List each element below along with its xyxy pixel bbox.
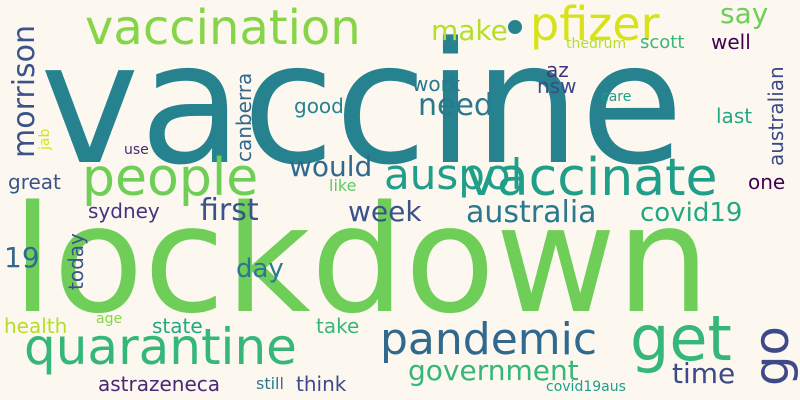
word-first: first bbox=[200, 193, 259, 228]
word-one: one bbox=[748, 170, 786, 194]
word-need: need bbox=[418, 88, 493, 123]
word-scott: scott bbox=[640, 32, 685, 53]
word-health: health bbox=[4, 314, 68, 338]
word-go: auspol bbox=[384, 150, 523, 199]
word-jab: jab bbox=[37, 128, 53, 150]
word-care: care bbox=[601, 89, 632, 105]
word-age: age bbox=[96, 311, 123, 327]
word-would: would bbox=[289, 150, 373, 183]
word-pandemic: pandemic bbox=[380, 314, 598, 365]
word-government: government bbox=[408, 354, 579, 387]
word-week: week bbox=[348, 195, 422, 228]
word-vaccination: vaccination bbox=[85, 0, 361, 56]
word-morrison: morrison bbox=[7, 24, 42, 158]
word-sydney: sydney bbox=[88, 199, 160, 223]
word-vaccine: vaccine bbox=[40, 6, 684, 202]
word-canberra: canberra bbox=[232, 72, 256, 162]
dot-mark bbox=[508, 20, 522, 34]
word-today: today bbox=[64, 233, 88, 290]
word-work: work bbox=[412, 72, 461, 96]
word-think: think bbox=[296, 372, 347, 396]
word-auspol: go bbox=[744, 326, 800, 386]
word-pfizer: pfizer bbox=[530, 0, 660, 51]
word-nsw: nsw bbox=[537, 74, 577, 98]
word-say: say bbox=[720, 0, 769, 30]
word-19: 19 bbox=[4, 241, 40, 274]
word-australian: australian bbox=[764, 66, 788, 166]
word-australia: australia bbox=[466, 195, 597, 230]
word-people: people bbox=[82, 148, 259, 208]
word-covid19aus: covid19aus bbox=[546, 379, 626, 395]
word-use: use bbox=[124, 142, 149, 158]
word-covid19: covid19 bbox=[640, 198, 743, 228]
word-time: time bbox=[672, 357, 736, 390]
word-thedrum: thedrum bbox=[566, 36, 627, 52]
word-quarantine: quarantine bbox=[24, 318, 297, 376]
word-like: like bbox=[329, 176, 357, 195]
word-make: make bbox=[431, 14, 508, 47]
word-astrazeneca: astrazeneca bbox=[98, 372, 221, 396]
word-get: get bbox=[630, 302, 732, 375]
word-good: good bbox=[294, 94, 344, 118]
word-last: last bbox=[716, 104, 753, 128]
word-well: well bbox=[711, 30, 751, 54]
word-great: great bbox=[8, 170, 61, 194]
word-state: state bbox=[152, 314, 203, 338]
word-day: day bbox=[236, 254, 284, 284]
word-vaccinate: vaccinate bbox=[466, 148, 718, 208]
word-still: still bbox=[256, 374, 284, 393]
word-take: take bbox=[316, 314, 360, 338]
word-lockdown: lockdown bbox=[12, 174, 711, 346]
word-az: az bbox=[546, 58, 569, 82]
